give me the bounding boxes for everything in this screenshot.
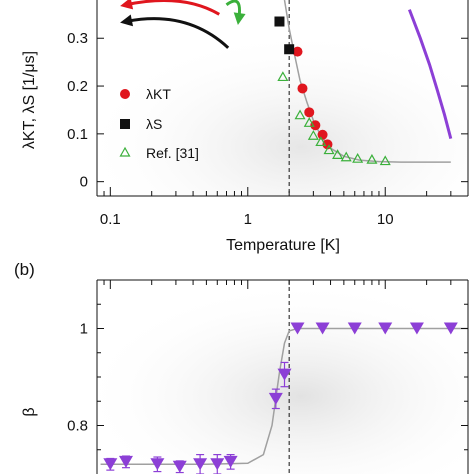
panel-a-x-axis-title: Temperature [K] [226, 237, 340, 254]
panel-a-arrow [125, 0, 221, 16]
panel-a-y-tick-label: 0.3 [67, 30, 88, 47]
legend-label-ref: Ref. [31] [146, 145, 199, 161]
ref-point [307, 130, 319, 140]
beta-point [118, 455, 133, 468]
beta-point [103, 458, 118, 471]
beta-point [277, 368, 292, 381]
panel-a-y-tick-label: 0 [80, 174, 88, 191]
panel-a-arrow [125, 17, 230, 49]
legend-marker-ref [119, 146, 131, 157]
beta-point [290, 322, 305, 335]
panel-a-y-axis-title: λKT, λS [1/μs] [21, 51, 38, 149]
ref-point [323, 144, 335, 155]
panel-a-x-tick-label: 0.1 [100, 211, 121, 228]
kt-point [317, 129, 328, 140]
panel-b-y-axis-title: β [21, 407, 38, 416]
beta-point [443, 322, 458, 335]
panel-b-fit-curve [100, 327, 468, 466]
s-point [274, 16, 285, 27]
panel-a-x-tick-label: 10 [377, 211, 394, 228]
legend: λKT λS Ref. [31] [119, 86, 199, 161]
legend-marker-kt [120, 89, 130, 99]
legend-label-s: λS [146, 116, 162, 132]
panel-a-arrowhead [120, 14, 134, 27]
ref-point [352, 152, 364, 163]
beta-point [172, 460, 187, 473]
ref-point [294, 109, 306, 120]
panel-b-y-tick-label: 1 [80, 321, 88, 338]
panel-a-arrowhead [233, 12, 246, 26]
beta-point [210, 458, 225, 471]
panel-b-label: (b) [14, 260, 35, 279]
kt-point [297, 83, 308, 94]
panel-a-y-tick-label: 0.1 [67, 126, 88, 143]
ref-point [340, 151, 352, 162]
panel-b: (b) 0.8 1 β [14, 260, 469, 474]
panel-a-y-tick-label: 0.2 [67, 78, 88, 95]
beta-point [193, 458, 208, 471]
s-point [284, 44, 295, 55]
beta-point [315, 322, 330, 335]
panel-a: 0 0.1 0.2 0.3 0.1 1 10 Temperature [K] λKT, λS… [21, 0, 469, 254]
legend-label-kt: λKT [146, 86, 171, 102]
panel-a-shade [97, 0, 468, 196]
beta-point [268, 392, 283, 405]
legend-marker-s [120, 119, 130, 129]
ref-point [277, 71, 289, 82]
ref-point [315, 136, 327, 147]
panel-a-purple-curve [407, 9, 453, 139]
kt-point [310, 120, 321, 131]
ref-point [332, 149, 344, 159]
ref-point [379, 155, 391, 166]
kt-point [304, 107, 315, 118]
beta-point [347, 322, 362, 335]
beta-point [150, 458, 165, 471]
panel-b-y-tick-label: 0.8 [67, 418, 88, 435]
beta-point [223, 455, 238, 468]
panel-a-x-tick-label: 1 [244, 211, 252, 228]
ref-point [303, 117, 315, 127]
beta-point [378, 322, 393, 335]
ref-point [366, 153, 378, 164]
panel-a-arrowhead [120, 0, 134, 10]
kt-point [292, 46, 303, 57]
beta-point [409, 322, 424, 335]
